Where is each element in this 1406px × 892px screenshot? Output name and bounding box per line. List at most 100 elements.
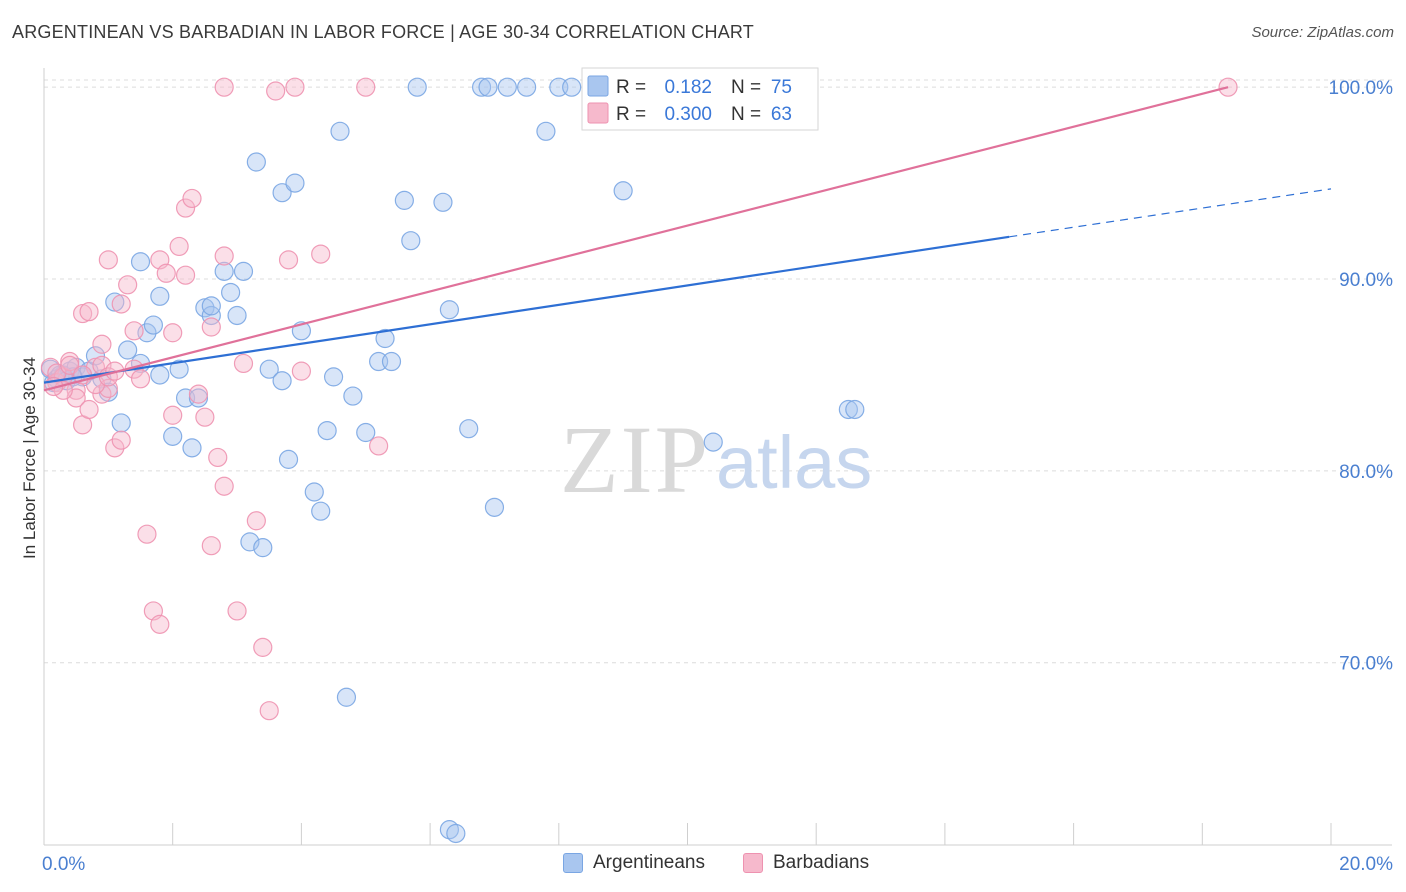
barbadians-point [105,438,125,458]
argentineans-point [278,449,299,469]
legend-item-barbadians[interactable]: Barbadians [743,852,869,874]
stats-swatch-argentineans [587,75,609,97]
argentineans-trend-extension [1009,188,1332,238]
barbadians-point [163,323,183,343]
argentineans-point [246,152,266,172]
legend-swatch-argentineans [563,853,583,873]
argentineans-point [401,231,421,251]
argentineans-point [446,823,466,844]
barbadians-point [98,378,118,398]
argentineans-point [150,286,170,306]
argentineans-point [253,538,273,558]
argentineans-point [163,426,183,446]
argentineans-point [233,261,254,281]
barbadians-point [150,614,170,634]
barbadians-point [111,294,131,314]
barbadians-point [60,355,80,375]
argentineans-point [562,77,582,97]
barbadians-point [278,250,299,270]
argentineans-point [517,77,537,97]
y-axis-label: In Labor Force | Age 30-34 [20,357,39,559]
barbadians-point [201,317,221,337]
argentineans-point [394,190,414,210]
stats-n-value-argentineans: 75 [771,77,792,98]
argentineans-point [143,315,163,335]
argentineans-point [169,359,189,379]
y-tick-label: 100.0% [1329,78,1394,99]
legend-item-argentineans[interactable]: Argentineans [563,852,705,874]
argentineans-point [845,399,865,420]
argentineans-point [459,419,479,439]
barbadians-points [40,77,1238,721]
barbadians-point [169,236,189,257]
argentineans-point [259,359,279,379]
stats-legend-box [581,67,819,131]
barbadians-point [79,399,99,420]
barbadians-point [214,246,234,266]
legend-label-argentineans: Argentineans [593,852,705,873]
barbadians-point [175,265,196,285]
x-tick-label: 20.0% [1339,854,1393,875]
argentineans-point [130,252,151,272]
barbadians-point [156,263,176,283]
argentineans-point [471,77,492,97]
barbadians-point [246,511,266,531]
stats-n-value-barbadians: 63 [771,104,792,125]
argentineans-point [330,121,350,141]
argentineans-point [336,687,357,707]
legend-label-barbadians: Barbadians [773,852,870,873]
argentineans-point [227,305,247,326]
barbadians-point [214,476,234,496]
barbadians-point [163,405,183,425]
y-tick-label: 70.0% [1339,654,1393,675]
y-tick-label: 90.0% [1339,270,1393,291]
argentineans-point [381,351,402,372]
barbadians-point [182,188,202,209]
barbadians-point [291,361,311,381]
barbadians-point [253,637,273,657]
stats-r-value-barbadians: 0.300 [664,104,712,125]
watermark-atlas: atlas [716,421,872,504]
stats-n-label-barbadians: N = [731,104,761,125]
barbadians-point [111,430,131,450]
stats-legend: R = 0.182 N = 75 R = 0.300 N = 63 [581,67,819,131]
barbadians-point [98,250,118,270]
barbadians-point [285,77,305,97]
barbadians-point [311,244,331,264]
argentineans-point [484,497,505,517]
chart-title: ARGENTINEAN VS BARBADIAN IN LABOR FORCE … [12,22,754,42]
barbadians-point [118,275,138,295]
argentineans-trend-line [43,235,1010,384]
barbadians-point [92,334,112,354]
argentineans-point [356,422,376,443]
stats-swatch-barbadians [587,102,609,124]
barbadians-point [266,81,286,101]
argentineans-point [311,501,331,521]
barbadians-point [195,407,215,427]
axes [43,68,1392,846]
legend-swatch-barbadians [743,853,763,873]
argentineans-point [478,77,498,97]
barbadians-trend-line [43,86,1229,392]
argentineans-point [221,282,241,303]
y-tick-label: 80.0% [1339,462,1393,483]
barbadians-point [208,447,228,468]
x-tick-label: 0.0% [42,854,85,875]
argentineans-point [85,346,106,366]
barbadians-point [175,198,196,218]
barbadians-point [79,302,99,322]
stats-r-label-argentineans: R = [616,77,646,98]
argentineans-point [407,77,427,97]
argentineans-point [317,421,337,441]
argentineans-point [214,261,234,281]
barbadians-point [369,436,389,456]
stats-r-value-argentineans: 0.182 [664,77,712,98]
barbadians-point [188,384,209,404]
argentineans-point [304,482,324,502]
barbadians-point [233,353,254,374]
stats-n-label-argentineans: N = [731,77,761,98]
trend-lines [43,86,1332,392]
source-credit: Source: ZipAtlas.com [1251,24,1394,41]
series-legend: Argentineans Barbadians [0,852,1406,876]
